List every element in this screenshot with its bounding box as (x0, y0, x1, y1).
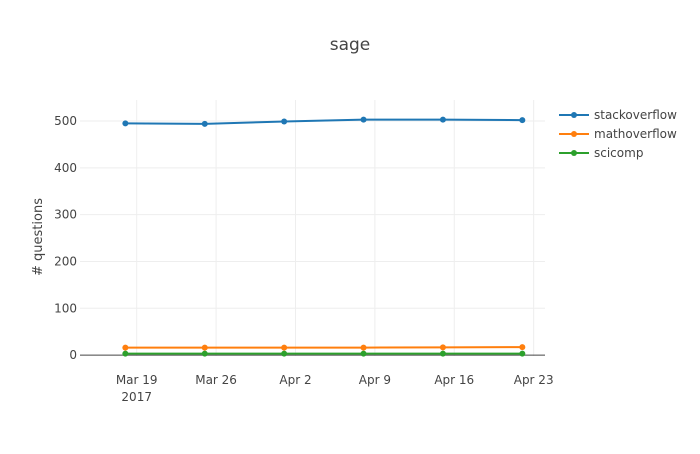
data-point (440, 344, 446, 350)
data-point (122, 345, 128, 351)
legend-label: stackoverflow (594, 108, 677, 122)
legend-item-mathoverflow[interactable]: mathoverflow (559, 127, 677, 141)
y-axis-label: # questions (31, 198, 46, 276)
legend-item-stackoverflow[interactable]: stackoverflow (559, 108, 677, 122)
data-point (202, 345, 208, 351)
data-point (122, 351, 128, 357)
x-tick-sublabel: 2017 (121, 390, 152, 404)
data-point (202, 351, 208, 357)
y-tick-label: 0 (69, 348, 77, 362)
y-tick-label: 200 (54, 254, 77, 268)
series-stackoverflow (122, 117, 525, 127)
data-point (281, 351, 287, 357)
series-mathoverflow (122, 344, 525, 350)
x-tick-label: Apr 9 (359, 373, 391, 387)
data-point (361, 351, 367, 357)
data-point (440, 351, 446, 357)
data-point (281, 119, 287, 125)
data-point (281, 345, 287, 351)
data-point (202, 121, 208, 127)
data-point (519, 351, 525, 357)
data-point (519, 344, 525, 350)
data-point (440, 117, 446, 123)
legend-swatch-marker (571, 150, 577, 156)
x-tick-label: Apr 2 (279, 373, 311, 387)
legend-swatch-marker (571, 131, 577, 137)
legend[interactable]: stackoverflow mathoverflow scicomp (559, 108, 677, 160)
legend-swatch-marker (571, 112, 577, 118)
series-line (125, 120, 522, 124)
y-tick-label: 300 (54, 208, 77, 222)
y-tick-label: 400 (54, 161, 77, 175)
legend-item-scicomp[interactable]: scicomp (559, 146, 643, 160)
data-point (361, 117, 367, 123)
gridlines (80, 100, 545, 356)
axes: Mar 19 2017 Mar 26 Apr 2 Apr 9 Apr 16 Apr 23 0 1… (54, 114, 553, 404)
y-tick-label: 500 (54, 114, 77, 128)
y-tick-label: 100 (54, 301, 77, 315)
chart-title: sage (330, 35, 371, 55)
x-tick-label: Apr 16 (434, 373, 474, 387)
data-point (361, 345, 367, 351)
x-tick-label: Apr 23 (514, 373, 554, 387)
data-point (122, 120, 128, 126)
series-lines (122, 117, 525, 357)
x-tick-label: Mar 26 (195, 373, 237, 387)
legend-label: scicomp (594, 146, 643, 160)
data-point (519, 117, 525, 123)
series-scicomp (122, 351, 525, 357)
x-tick-label: Mar 19 (116, 373, 158, 387)
legend-label: mathoverflow (594, 127, 677, 141)
